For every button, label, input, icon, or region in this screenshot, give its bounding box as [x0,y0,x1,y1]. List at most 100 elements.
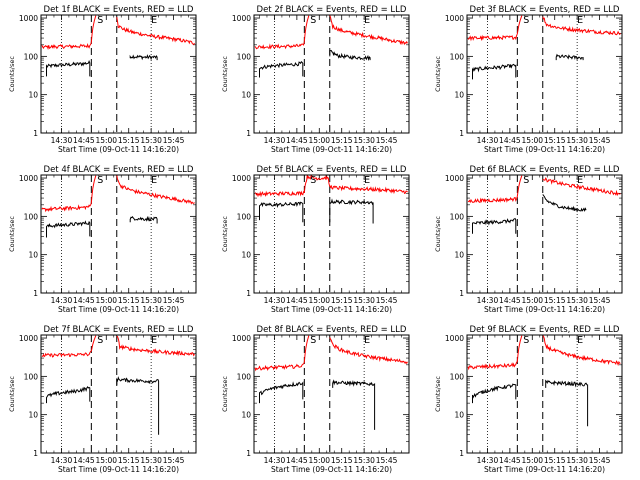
lld-line [542,335,621,367]
x-axis-label: Start Time (09-Oct-11 14:16:20) [58,305,179,314]
x-tick-label: 14:30 [51,136,73,145]
x-tick-label: 15:15 [544,296,566,305]
y-tick-label: 1000 [19,334,38,343]
start-marker: S [310,15,316,26]
plot-frame [40,334,197,454]
end-marker: E [151,15,157,26]
lld-line [303,174,331,194]
plot-frame [253,174,410,294]
events-line [329,198,374,224]
lld-line [516,335,523,362]
panel-title: Det 5f BLACK = Events, RED = LLD [257,165,407,175]
lld-line [90,175,97,204]
x-tick-label: 15:45 [376,296,398,305]
x-tick-label: 15:00 [308,456,330,465]
y-tick-label: 10 [241,251,251,260]
plot-frame [466,174,623,294]
plot-frame [253,14,410,134]
x-tick-label: 15:45 [376,136,398,145]
x-tick-label: 14:30 [51,296,73,305]
panel-title: Det 7f BLACK = Events, RED = LLD [44,325,194,335]
y-axis-label: Counts/sec [8,376,16,412]
lld-line [467,196,518,204]
y-tick-label: 1000 [19,174,38,183]
x-tick-label: 15:30 [140,456,162,465]
x-tick-label: 14:30 [51,456,73,465]
plot-frame [40,14,197,134]
x-tick-label: 14:45 [499,136,521,145]
lld-line [467,33,518,42]
lld-line [516,15,523,35]
y-tick-label: 100 [450,372,465,381]
x-tick-label: 15:00 [521,296,543,305]
x-tick-label: 15:15 [118,136,140,145]
plot-frame [466,14,623,134]
y-tick-label: 100 [450,52,465,61]
y-axis-label: Counts/sec [8,216,16,252]
y-tick-label: 1000 [232,14,251,23]
x-tick-label: 15:45 [376,456,398,465]
y-tick-label: 1000 [232,334,251,343]
y-tick-label: 1 [246,449,251,458]
x-tick-label: 14:30 [477,296,499,305]
y-axis-label: Counts/sec [434,56,442,92]
x-tick-label: 15:45 [163,296,185,305]
events-line [129,54,158,61]
x-tick-label: 15:30 [140,136,162,145]
x-tick-label: 15:45 [163,136,185,145]
y-tick-label: 1 [246,289,251,298]
events-line [46,60,91,77]
x-axis-label: Start Time (09-Oct-11 14:16:20) [58,465,179,474]
x-tick-label: 15:45 [589,136,611,145]
x-tick-label: 15:00 [521,456,543,465]
lld-line [90,335,97,352]
y-tick-label: 10 [241,411,251,420]
events-line [545,379,589,427]
x-tick-label: 15:30 [353,136,375,145]
lld-line [41,350,92,358]
y-tick-label: 1 [246,129,251,138]
x-tick-label: 15:45 [163,456,185,465]
x-tick-label: 15:15 [118,456,140,465]
lld-line [303,15,310,42]
x-tick-label: 15:00 [521,136,543,145]
x-axis-label: Start Time (09-Oct-11 14:16:20) [271,145,392,154]
y-tick-label: 100 [450,212,465,221]
lld-line [41,203,92,213]
lld-line [329,15,408,46]
events-line [129,215,158,224]
x-tick-label: 15:15 [331,296,353,305]
events-line [329,49,371,62]
y-axis-label: Counts/sec [434,376,442,412]
x-tick-label: 14:30 [264,136,286,145]
lld-line [542,16,621,36]
y-tick-label: 10 [241,91,251,100]
end-marker: E [151,335,157,346]
panel-title: Det 2f BLACK = Events, RED = LLD [257,5,407,15]
y-tick-label: 100 [237,372,252,381]
lld-line [116,17,195,46]
detector-panel-9: Det 9f BLACK = Events, RED = LLD Counts/s… [434,325,623,474]
y-axis-label: Counts/sec [434,216,442,252]
events-line [332,379,376,430]
x-tick-label: 15:00 [95,296,117,305]
x-tick-label: 15:45 [589,456,611,465]
y-tick-label: 1 [33,289,38,298]
events-line [472,383,517,404]
x-tick-label: 14:45 [499,456,521,465]
x-tick-label: 14:45 [286,136,308,145]
x-tick-label: 14:45 [499,296,521,305]
x-tick-label: 15:15 [118,296,140,305]
detector-panel-4: Det 4f BLACK = Events, RED = LLD Counts/s… [8,165,197,314]
x-tick-label: 14:30 [477,456,499,465]
lld-line [516,175,523,197]
y-axis-label: Counts/sec [221,56,229,92]
lld-line [329,184,408,195]
detector-panel-6: Det 6f BLACK = Events, RED = LLD Counts/s… [434,165,623,314]
events-line [555,53,584,61]
plot-frame [40,174,197,294]
panel-title: Det 1f BLACK = Events, RED = LLD [44,5,194,15]
start-marker: S [97,335,103,346]
x-tick-label: 14:45 [73,296,95,305]
detector-panel-5: Det 5f BLACK = Events, RED = LLD Counts/s… [221,165,410,314]
